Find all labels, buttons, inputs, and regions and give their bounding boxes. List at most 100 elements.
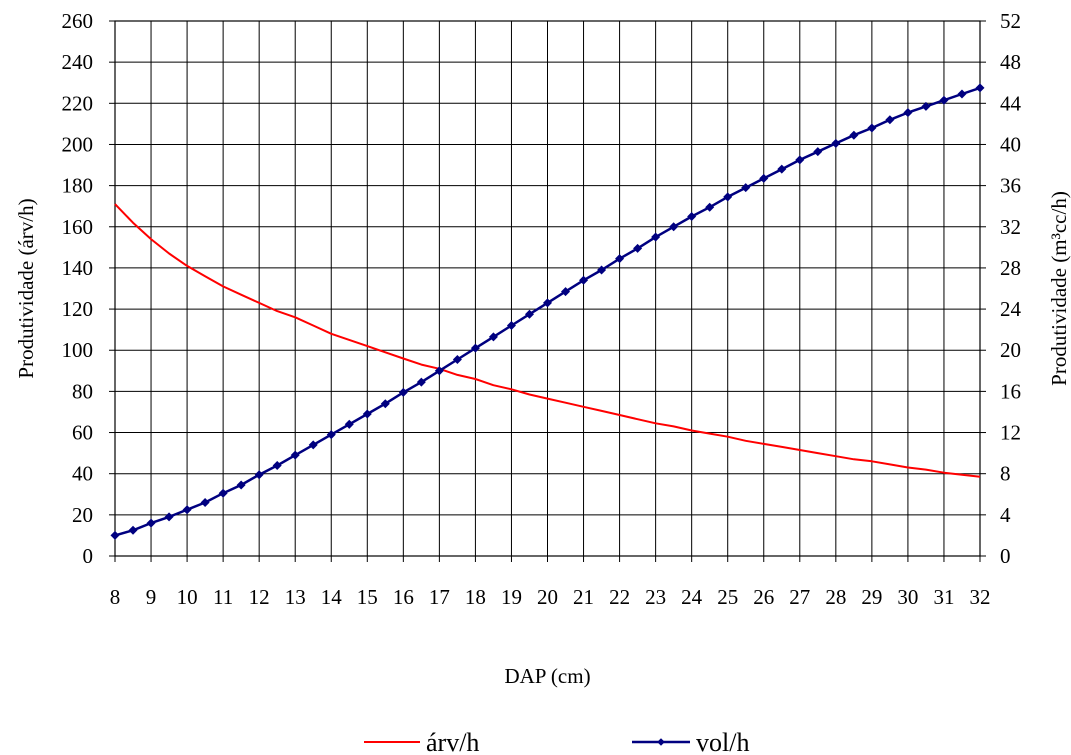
y-right-tick-label: 4 xyxy=(1000,503,1011,527)
y-left-tick-label: 20 xyxy=(72,503,93,527)
x-tick-label: 29 xyxy=(861,585,882,609)
y-left-tick-label: 220 xyxy=(62,91,94,115)
y-left-tick-label: 200 xyxy=(62,132,94,156)
x-tick-label: 12 xyxy=(249,585,270,609)
legend: árv/h vol/h xyxy=(364,728,749,755)
series-point-vol xyxy=(939,95,949,105)
y-right-tick-label: 16 xyxy=(1000,379,1021,403)
grid-lines xyxy=(114,20,981,557)
legend-label-arv: árv/h xyxy=(426,728,479,755)
series-point-vol xyxy=(921,101,931,111)
series-point-vol xyxy=(470,343,480,353)
series-point-vol xyxy=(110,530,120,540)
x-tick-label: 13 xyxy=(285,585,306,609)
x-tick-label: 27 xyxy=(789,585,810,609)
x-tick-label: 9 xyxy=(146,585,157,609)
series-point-vol xyxy=(272,460,282,470)
series-point-vol xyxy=(579,275,589,285)
series-point-vol xyxy=(975,83,985,93)
series-point-vol xyxy=(308,440,318,450)
series-point-vol xyxy=(777,164,787,174)
x-tick-label: 20 xyxy=(537,585,558,609)
series-point-vol xyxy=(344,419,354,429)
series-point-vol xyxy=(542,298,553,308)
y-left-axis-ticks: 0 20 40 60 80 100 120 140 160 180 200 220 240 260 xyxy=(62,9,115,568)
y-left-tick-label: 240 xyxy=(62,50,94,74)
y-right-axis-title: Produtividade (m³cc/h) xyxy=(1047,191,1071,386)
series-point-vol xyxy=(218,488,228,498)
x-tick-label: 16 xyxy=(393,585,414,609)
y-right-tick-label: 52 xyxy=(1000,9,1021,33)
y-right-tick-label: 40 xyxy=(1000,132,1021,156)
y-left-axis-title: Produtividade (árv/h) xyxy=(14,198,38,378)
series-point-vol xyxy=(615,254,625,264)
y-left-tick-label: 160 xyxy=(62,215,94,239)
x-tick-label: 22 xyxy=(609,585,630,609)
y-left-tick-label: 80 xyxy=(72,379,93,403)
x-tick-label: 15 xyxy=(357,585,378,609)
y-left-tick-label: 140 xyxy=(62,256,94,280)
series-point-vol xyxy=(182,505,192,515)
series-line-arv xyxy=(114,203,981,478)
legend-label-vol: vol/h xyxy=(696,728,749,755)
y-left-tick-label: 0 xyxy=(83,544,94,568)
y-left-tick-label: 60 xyxy=(72,421,93,445)
series-point-vol xyxy=(795,155,805,165)
y-left-tick-label: 180 xyxy=(62,174,94,198)
x-tick-label: 31 xyxy=(933,585,954,609)
y-right-tick-label: 36 xyxy=(1000,174,1021,198)
x-tick-label: 30 xyxy=(897,585,918,609)
series-point-vol xyxy=(254,470,264,480)
x-tick-label: 26 xyxy=(753,585,774,609)
x-axis-title: DAP (cm) xyxy=(504,664,590,688)
x-axis-ticks: 8 9 10 11 12 13 14 15 16 17 18 19 20 21 22 23 24 25 26 27 28… xyxy=(110,556,991,609)
series-point-vol xyxy=(597,265,607,275)
y-left-tick-label: 100 xyxy=(62,338,94,362)
series-point-vol xyxy=(867,123,877,133)
series-point-vol xyxy=(416,377,426,387)
x-tick-label: 32 xyxy=(970,585,991,609)
legend-item-vol: vol/h xyxy=(632,728,749,755)
series-point-vol xyxy=(651,232,661,242)
series-point-vol xyxy=(957,89,967,99)
series-point-vol xyxy=(561,287,571,297)
series-layer xyxy=(110,83,985,540)
series-point-vol xyxy=(434,366,444,376)
series-point-vol xyxy=(488,332,498,342)
y-right-tick-label: 32 xyxy=(1000,215,1021,239)
series-point-vol xyxy=(290,450,300,460)
legend-item-arv: árv/h xyxy=(364,728,479,755)
y-right-tick-label: 24 xyxy=(1000,297,1022,321)
series-point-vol xyxy=(506,321,516,331)
series-point-vol xyxy=(705,202,715,212)
y-right-tick-label: 8 xyxy=(1000,462,1011,486)
series-point-vol xyxy=(236,480,246,490)
y-right-tick-label: 48 xyxy=(1000,50,1021,74)
x-tick-label: 23 xyxy=(645,585,666,609)
x-tick-label: 25 xyxy=(717,585,738,609)
series-point-vol xyxy=(326,430,336,440)
series-point-vol xyxy=(398,387,408,397)
series-point-vol xyxy=(723,192,733,202)
series-point-vol xyxy=(813,147,823,157)
series-point-vol xyxy=(903,108,913,118)
y-left-tick-label: 260 xyxy=(62,9,94,33)
series-point-vol xyxy=(452,354,462,364)
series-point-vol xyxy=(146,518,156,528)
y-right-tick-label: 20 xyxy=(1000,338,1021,362)
legend-marker-vol xyxy=(657,738,665,746)
y-right-tick-label: 44 xyxy=(1000,91,1022,115)
x-tick-label: 10 xyxy=(177,585,198,609)
x-tick-label: 8 xyxy=(110,585,121,609)
series-point-vol xyxy=(885,115,895,125)
x-tick-label: 18 xyxy=(465,585,486,609)
series-point-vol xyxy=(687,211,697,221)
series-point-vol xyxy=(741,183,751,193)
y-left-tick-label: 40 xyxy=(72,462,93,486)
series-point-vol xyxy=(759,173,769,183)
series-point-vol xyxy=(849,130,859,140)
x-tick-label: 21 xyxy=(573,585,594,609)
series-point-vol xyxy=(633,243,643,253)
